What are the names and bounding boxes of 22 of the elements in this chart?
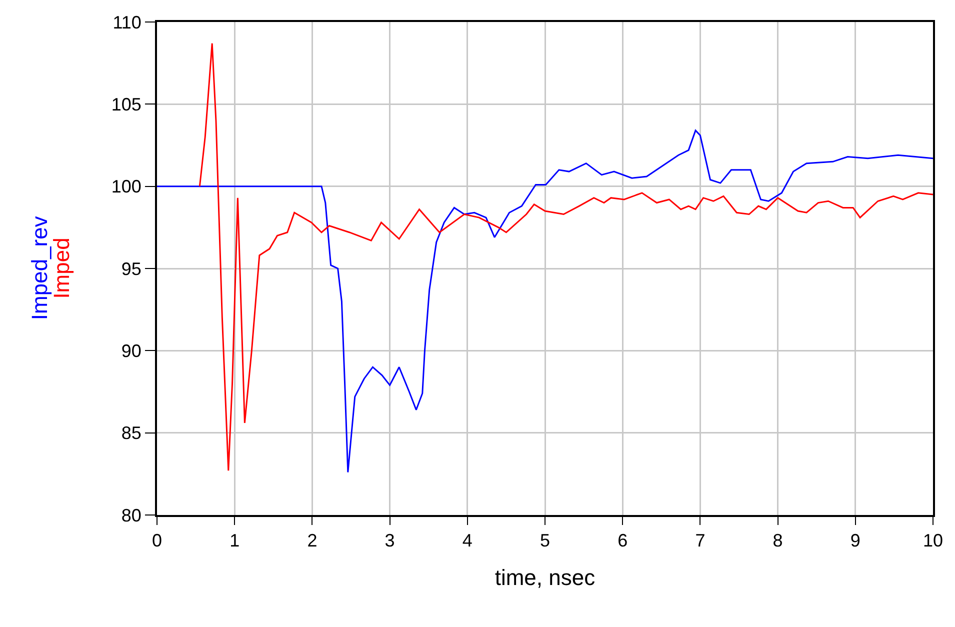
x-tick-label: 0 xyxy=(152,530,162,551)
x-tick-label: 7 xyxy=(695,530,706,551)
y-tick-label: 90 xyxy=(121,340,142,361)
x-tick-label: 5 xyxy=(540,530,550,551)
x-tick-label: 3 xyxy=(384,530,395,551)
x-tick-label: 2 xyxy=(307,530,318,551)
x-tick-label: 9 xyxy=(850,530,860,551)
text: Imped_rev xyxy=(27,216,52,320)
y-tick-label: 110 xyxy=(112,12,142,32)
x-axis-title: time, nsec xyxy=(494,565,596,590)
x-tick-label: 4 xyxy=(462,530,472,551)
line-series xyxy=(198,42,933,472)
y-tick-label: 105 xyxy=(111,94,142,114)
y-tick-label: 80 xyxy=(121,505,142,526)
x-tick-label: 1 xyxy=(230,530,240,551)
x-tick-label: 8 xyxy=(772,530,783,551)
line-series xyxy=(157,130,933,474)
y-tick-label: 85 xyxy=(121,423,142,444)
x-tick-label: 6 xyxy=(618,530,628,551)
y-tick-label: 95 xyxy=(121,258,142,279)
y-tick-label: 100 xyxy=(111,176,142,197)
x-tick-label: 10 xyxy=(922,530,944,551)
